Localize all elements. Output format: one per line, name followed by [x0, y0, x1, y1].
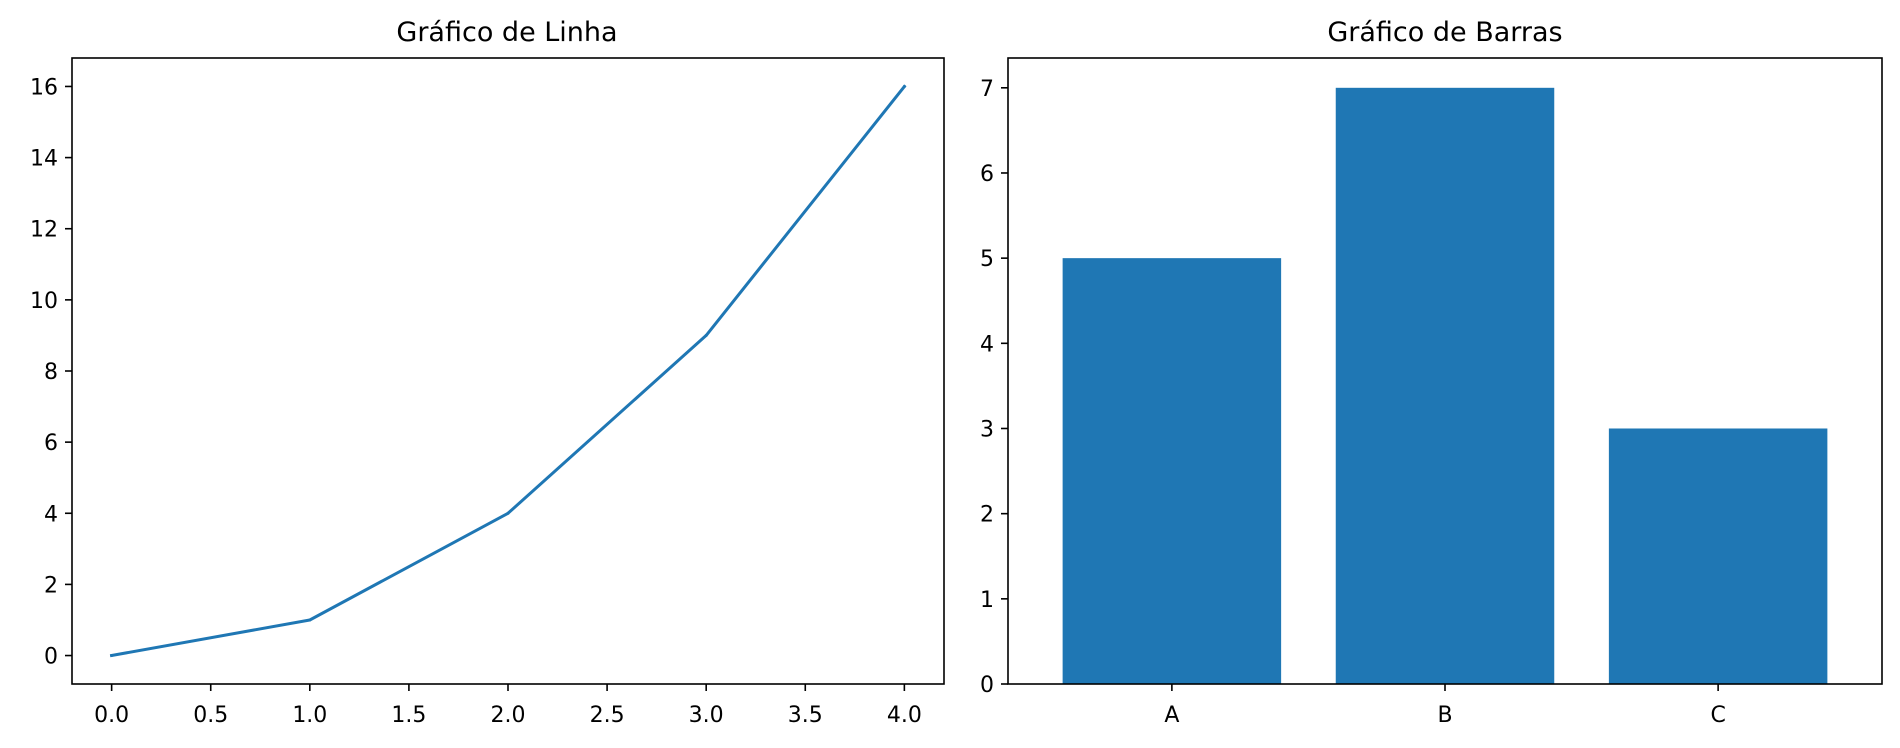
bar-chart-title: Gráfico de Barras	[1327, 17, 1562, 48]
bar-y-tick-label: 2	[980, 503, 994, 528]
line-chart-frame	[71, 57, 945, 685]
bar-y-tick-label: 5	[980, 247, 994, 272]
bar-chart: Gráfico de Barras A B C 0 1 2 3 4 5 6 7	[980, 17, 1883, 728]
bar-y-tick-label: 3	[980, 417, 994, 442]
bar-y-tick-label: 7	[980, 77, 994, 102]
bar-chart-frame	[1007, 57, 1883, 685]
line-y-tick-label: 10	[30, 289, 58, 314]
bar-c	[1608, 428, 1828, 684]
bar-x-tick-label: B	[1437, 703, 1452, 728]
line-y-tick-label: 8	[44, 360, 58, 385]
line-point-0	[110, 654, 114, 658]
bar-y-tick-label: 1	[980, 588, 994, 613]
line-x-tick-label: 1.0	[292, 703, 327, 728]
line-chart-plot-area: 0.0 0.5 1.0 1.5 2.0 2.5 3.0 3.5 4.0 0 2 4 6 8 10 12 14 16	[30, 75, 922, 728]
bar-chart-plot-area: A B C 0 1 2 3 4 5 6 7	[980, 77, 1828, 728]
line-y-tick-label: 0	[44, 645, 58, 670]
bar-b	[1335, 87, 1555, 685]
line-chart: Gráfico de Linha 0.0 0.5 1.0 1.5 2.0 2.5 3.0 3.…	[30, 17, 945, 728]
line-x-tick-label: 0.0	[94, 703, 129, 728]
line-y-tick-label: 16	[30, 75, 58, 100]
line-x-tick-label: 3.0	[689, 703, 724, 728]
bar-y-tick-label: 0	[980, 673, 994, 698]
line-x-tick-label: 0.5	[193, 703, 228, 728]
bar-y-tick-label: 6	[980, 162, 994, 187]
bar-y-tick-label: 4	[980, 332, 994, 357]
line-x-tick-label: 1.5	[391, 703, 426, 728]
line-y-tick-label: 6	[44, 431, 58, 456]
line-x-tick-label: 3.5	[788, 703, 823, 728]
line-point-1	[308, 618, 312, 622]
line-x-tick-label: 2.5	[590, 703, 625, 728]
line-y-tick-label: 12	[30, 218, 58, 243]
line-chart-title: Gráfico de Linha	[396, 17, 617, 48]
line-point-3	[704, 333, 708, 337]
bar-x-tick-label: A	[1164, 703, 1179, 728]
bar-a	[1062, 258, 1282, 684]
line-series-0	[109, 84, 907, 658]
line-y-tick-label: 2	[44, 573, 58, 598]
line-x-tick-label: 4.0	[887, 703, 922, 728]
line-y-tick-label: 4	[44, 502, 58, 527]
line-x-tick-label: 2.0	[491, 703, 526, 728]
line-point-4	[902, 84, 906, 88]
line-y-tick-label: 14	[30, 147, 58, 172]
line-point-2	[506, 511, 510, 515]
bar-x-tick-label: C	[1710, 703, 1725, 728]
